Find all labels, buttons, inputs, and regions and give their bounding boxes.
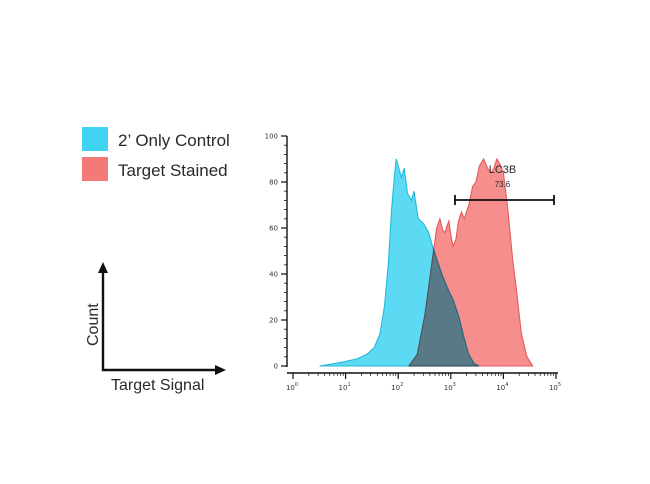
- gate-annotation: LC3B 73.6: [454, 164, 555, 205]
- x-tick-label: 100: [286, 382, 298, 392]
- gate-label: LC3B: [489, 164, 517, 176]
- series-layer: [319, 157, 534, 367]
- y-tick-label: 0: [274, 363, 278, 371]
- x-tick-label: 104: [496, 382, 508, 392]
- x-tick-label: 105: [549, 382, 561, 392]
- series-stained-area: [407, 157, 534, 367]
- y-tick-label: 60: [269, 225, 278, 233]
- histogram-plot: 0 20 40 60 80 100 100 101 102 103 104 105 LC3B 73.6: [265, 133, 561, 393]
- x-tick-label: 103: [444, 382, 456, 392]
- schematic-xlabel: Target Signal: [111, 377, 204, 394]
- y-tick-label: 100: [265, 133, 278, 141]
- legend-label-stained: Target Stained: [118, 161, 228, 180]
- legend: 2’ Only Control Target Stained: [82, 127, 230, 181]
- x-tick-label: 101: [339, 382, 351, 392]
- y-tick-label: 20: [269, 317, 278, 325]
- y-tick-label: 80: [269, 179, 278, 187]
- y-tick-label: 40: [269, 271, 278, 279]
- legend-label-control: 2’ Only Control: [118, 131, 230, 150]
- schematic-ylabel: Count: [85, 303, 102, 346]
- legend-swatch-control: [82, 127, 108, 151]
- plot-axes: 0 20 40 60 80 100 100 101 102 103 104 105: [265, 133, 561, 393]
- schematic-axes: Count Target Signal: [85, 262, 226, 394]
- x-tick-label: 102: [391, 382, 403, 392]
- schematic-x-arrowhead: [215, 365, 226, 375]
- gate-value: 73.6: [495, 180, 511, 189]
- legend-swatch-stained: [82, 157, 108, 181]
- schematic-y-arrowhead: [98, 262, 108, 273]
